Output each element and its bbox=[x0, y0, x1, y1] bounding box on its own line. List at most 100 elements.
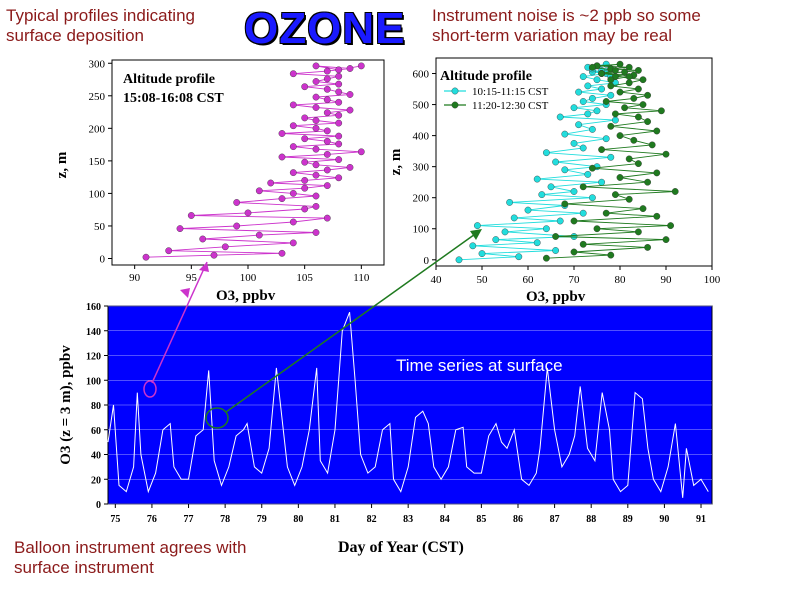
data-point bbox=[598, 146, 605, 154]
y-tick-label: 100 bbox=[86, 376, 101, 387]
data-point bbox=[255, 187, 263, 195]
data-point bbox=[612, 191, 619, 199]
data-point bbox=[346, 65, 354, 72]
data-point bbox=[323, 214, 331, 222]
data-point bbox=[653, 212, 661, 220]
note-left-line-2: surface deposition bbox=[6, 26, 144, 45]
data-point bbox=[335, 98, 343, 106]
data-point bbox=[312, 202, 320, 210]
data-point bbox=[289, 218, 297, 226]
profile-left-xlabel: O3, ppbv bbox=[216, 288, 276, 304]
x-tick-label: 83 bbox=[403, 514, 413, 525]
profile-right-ticks: 40 50 60 70 80 90 100 0 100 200 300 400 500 600 bbox=[413, 69, 721, 286]
note-right-line-2: short-term variation may be real bbox=[432, 26, 672, 45]
data-point bbox=[323, 127, 331, 135]
data-point bbox=[335, 66, 343, 74]
data-point bbox=[552, 158, 559, 166]
y-tick-label: 0 bbox=[100, 253, 106, 265]
data-point bbox=[346, 106, 354, 114]
data-point bbox=[221, 243, 229, 251]
profile-right-panel: 40 50 60 70 80 90 100 0 100 200 300 400 500 600 Altit… bbox=[388, 57, 721, 305]
data-point bbox=[612, 67, 619, 74]
data-point bbox=[653, 169, 661, 177]
profile-left-ticks: 90 95 100 105 110 0 50 100 150 200 250 300 bbox=[89, 58, 370, 284]
data-point bbox=[323, 96, 331, 104]
data-point bbox=[312, 192, 320, 200]
data-point bbox=[579, 183, 587, 191]
x-tick-label: 82 bbox=[367, 514, 377, 525]
x-tick-label: 85 bbox=[476, 514, 486, 525]
data-point bbox=[312, 117, 320, 124]
data-point bbox=[579, 98, 587, 105]
profile-left-panel: 90 95 100 105 110 0 50 100 150 200 250 300 Altitude… bbox=[54, 58, 385, 304]
data-point bbox=[602, 98, 610, 105]
green-connector-line bbox=[225, 231, 479, 413]
data-point bbox=[301, 158, 309, 166]
data-point bbox=[598, 70, 605, 77]
data-point bbox=[473, 222, 481, 230]
data-point bbox=[584, 110, 592, 118]
data-point bbox=[625, 63, 633, 71]
y-tick-label: 40 bbox=[91, 451, 101, 462]
y-tick-label: 200 bbox=[89, 123, 106, 135]
data-point bbox=[357, 148, 365, 156]
data-point bbox=[561, 166, 569, 174]
data-point bbox=[323, 166, 331, 174]
data-point bbox=[323, 75, 331, 83]
data-point bbox=[625, 73, 633, 81]
y-tick-label: 600 bbox=[413, 69, 430, 81]
data-point bbox=[639, 101, 647, 109]
x-tick-label: 90 bbox=[661, 274, 673, 286]
y-tick-label: 200 bbox=[413, 193, 430, 205]
data-point bbox=[607, 91, 615, 99]
data-point bbox=[312, 78, 320, 85]
data-point bbox=[165, 247, 173, 255]
legend-cyan-marker bbox=[451, 87, 459, 95]
data-point bbox=[335, 132, 343, 140]
timeseries-grid bbox=[108, 305, 712, 505]
data-point bbox=[187, 212, 195, 219]
data-point bbox=[323, 67, 331, 75]
data-point bbox=[335, 119, 343, 127]
data-point bbox=[278, 195, 286, 203]
data-point bbox=[556, 217, 564, 225]
data-point bbox=[233, 199, 241, 206]
data-point bbox=[312, 104, 320, 111]
data-point bbox=[612, 110, 619, 118]
profile-left-annotation-2: 15:08-16:08 CST bbox=[123, 91, 224, 106]
y-tick-label: 140 bbox=[86, 327, 101, 338]
note-left-line-1: Typical profiles indicating bbox=[6, 6, 195, 25]
data-point bbox=[579, 240, 587, 248]
y-tick-label: 150 bbox=[89, 156, 106, 168]
magenta-connector-tailhead bbox=[180, 288, 190, 298]
timeseries-series bbox=[107, 312, 709, 498]
data-point bbox=[267, 179, 275, 187]
data-point bbox=[593, 225, 601, 233]
data-point bbox=[543, 225, 550, 233]
y-tick-label: 400 bbox=[413, 131, 430, 143]
profile-right-annotation: Altitude profile bbox=[440, 69, 532, 84]
data-point bbox=[561, 200, 569, 208]
legend-cyan-label: 10:15-11:15 CST bbox=[472, 86, 549, 98]
data-point bbox=[543, 149, 550, 157]
data-point bbox=[616, 60, 624, 68]
data-point bbox=[335, 111, 343, 119]
data-point bbox=[289, 189, 297, 197]
data-point bbox=[478, 250, 486, 258]
y-tick-label: 500 bbox=[413, 100, 430, 112]
data-point bbox=[543, 254, 550, 262]
y-tick-label: 20 bbox=[91, 475, 101, 486]
data-point bbox=[501, 228, 509, 236]
data-point bbox=[335, 156, 343, 164]
y-tick-label: 100 bbox=[89, 188, 106, 200]
data-point bbox=[510, 214, 518, 222]
note-bottom-line-1: Balloon instrument agrees with bbox=[14, 538, 247, 557]
data-point bbox=[616, 174, 624, 181]
data-point bbox=[335, 88, 343, 96]
profile-right-frame bbox=[435, 57, 713, 267]
data-point bbox=[278, 153, 286, 161]
data-point bbox=[653, 127, 661, 135]
x-tick-label: 100 bbox=[240, 272, 257, 284]
x-tick-label: 87 bbox=[550, 514, 560, 525]
data-point bbox=[556, 113, 564, 121]
